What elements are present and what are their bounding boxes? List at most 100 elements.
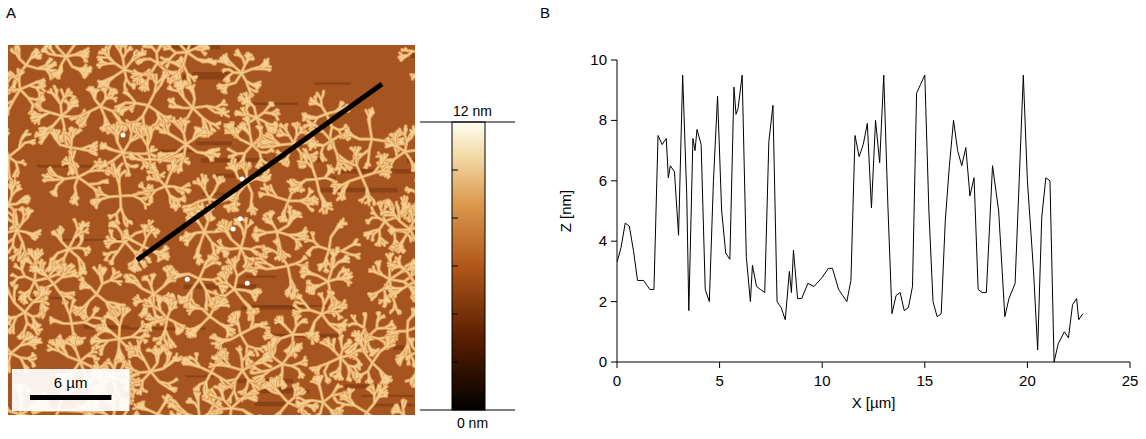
particle (231, 227, 236, 232)
y-tick-label: 6 (599, 172, 607, 189)
dendrite (406, 331, 415, 387)
dendrite-crest (217, 218, 267, 278)
colorbar (452, 122, 485, 410)
dendrite-crest (293, 291, 346, 338)
dendrite-crest (73, 265, 125, 319)
dendrite-crest (332, 147, 392, 205)
x-tick-label: 20 (1019, 372, 1036, 389)
y-tick (611, 120, 617, 121)
x-tick (719, 362, 720, 368)
y-axis-title: Z [nm] (557, 190, 574, 233)
y-tick (611, 60, 617, 61)
dendrite-crest (186, 297, 235, 338)
y-tick (611, 180, 617, 181)
dendrite (387, 400, 415, 415)
dendrite-crest (406, 331, 415, 387)
particle (238, 216, 243, 221)
dendrite-crest (144, 296, 185, 348)
dendrite-crest (8, 284, 50, 339)
dendrite (144, 296, 185, 348)
dendrite (399, 45, 415, 83)
y-tick-label: 2 (599, 293, 607, 310)
dendrite (217, 218, 267, 278)
x-axis-title: X [µm] (852, 394, 896, 411)
dendrite (261, 377, 318, 415)
y-tick (611, 362, 617, 363)
y-tick (611, 241, 617, 242)
particle (120, 133, 125, 138)
dendrite-crest (387, 400, 415, 415)
colorbar-label: 0 nm (457, 415, 488, 431)
particle (185, 277, 190, 282)
colorbar-tick (452, 218, 458, 219)
panel-letter: B (540, 4, 550, 21)
substrate-streak (321, 188, 398, 193)
dendrite (251, 337, 307, 388)
dendrite-crest (399, 45, 415, 83)
profile-line (137, 84, 382, 260)
dendrite (91, 163, 152, 226)
axes: 05101520250246810 (590, 51, 1138, 389)
dendrite-crest (91, 163, 152, 226)
colorbar-tick (452, 266, 458, 267)
colorbar-tick (420, 121, 515, 122)
x-tick (924, 362, 925, 368)
substrate-streak (370, 404, 415, 407)
dendrite-crest (43, 151, 110, 204)
x-tick-label: 15 (916, 372, 933, 389)
dendrite (293, 291, 346, 338)
dendrite (122, 225, 168, 272)
y-tick-label: 10 (590, 51, 607, 68)
colorbar-tick (452, 314, 458, 315)
x-tick-label: 5 (715, 372, 723, 389)
dendrite-crest (251, 337, 307, 388)
dendrite (385, 256, 415, 301)
x-tick-label: 25 (1122, 372, 1139, 389)
x-tick-label: 10 (814, 372, 831, 389)
dendrite (255, 239, 307, 299)
dendrite (182, 346, 235, 399)
dendrite (8, 333, 41, 372)
x-tick (822, 362, 823, 368)
panel-letter: A (6, 4, 16, 21)
dendrite-crest (138, 158, 190, 210)
dendrite (160, 45, 217, 87)
dendrite-crest (155, 118, 220, 173)
dendrite (332, 147, 392, 205)
dendrite (8, 284, 50, 339)
dendrite (290, 149, 338, 213)
colorbar-tick (452, 170, 458, 171)
dendrite (43, 151, 110, 204)
dendrite-crest (255, 239, 307, 299)
dendrite (138, 158, 190, 210)
x-tick-label: 0 (613, 372, 621, 389)
dendrite (155, 118, 220, 173)
y-tick-label: 0 (599, 353, 607, 370)
dendrite-crest (30, 260, 78, 303)
dendrite (203, 384, 260, 415)
profile-curve (617, 75, 1083, 362)
dendrite (42, 45, 91, 78)
x-tick (1130, 362, 1131, 368)
particle (245, 281, 250, 286)
afm-image (8, 45, 415, 415)
y-tick (611, 301, 617, 302)
dendrite (352, 329, 395, 385)
dendrite-crest (218, 50, 271, 97)
substrate-streak (192, 72, 232, 75)
y-tick-label: 8 (599, 111, 607, 128)
colorbar-tick (452, 362, 458, 363)
image-ground (8, 45, 415, 415)
x-axis (617, 362, 1130, 363)
figure: A6 µm12 nm0 nmB05101520250246810X [µm]Z … (0, 0, 1146, 439)
dendrite-crest (182, 346, 235, 399)
dendrite-crest (203, 384, 260, 415)
colorbar-tick (420, 409, 515, 410)
scale-label: 6 µm (54, 374, 88, 391)
dendrite (186, 297, 235, 338)
scale-box (12, 369, 129, 411)
dendrite (8, 127, 35, 187)
scale-bar (30, 395, 111, 400)
dendrite (30, 260, 78, 303)
dendrite-crest (8, 333, 41, 372)
